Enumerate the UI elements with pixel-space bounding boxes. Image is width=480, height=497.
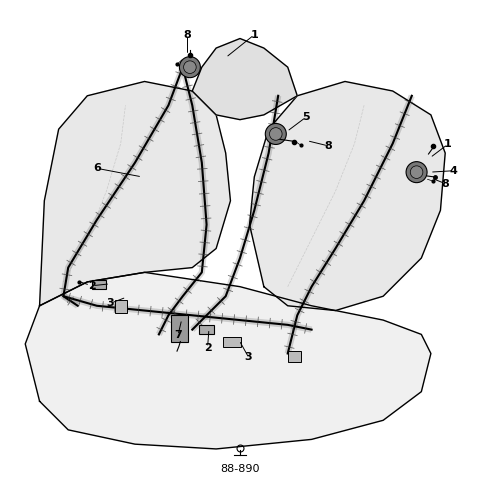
Text: 8: 8 (324, 141, 332, 151)
Circle shape (180, 57, 200, 78)
Bar (288, 351, 301, 362)
Bar (223, 337, 241, 347)
Text: 8: 8 (184, 30, 192, 40)
Circle shape (410, 166, 423, 178)
Bar (199, 325, 214, 334)
Bar (92, 279, 107, 289)
Bar (171, 315, 188, 341)
Bar (115, 300, 127, 313)
Text: 6: 6 (93, 164, 101, 173)
Polygon shape (192, 39, 297, 120)
Text: 2: 2 (204, 343, 211, 353)
Polygon shape (25, 272, 431, 449)
Polygon shape (39, 82, 230, 306)
Circle shape (183, 61, 196, 74)
Text: 88-890: 88-890 (220, 464, 260, 474)
Text: 5: 5 (302, 112, 310, 122)
Circle shape (265, 123, 286, 145)
Text: 8: 8 (441, 178, 449, 188)
Text: 4: 4 (450, 166, 458, 176)
Text: 7: 7 (174, 331, 182, 340)
Text: 1: 1 (444, 140, 452, 150)
Circle shape (406, 162, 427, 182)
Text: 3: 3 (245, 352, 252, 362)
Polygon shape (250, 82, 445, 311)
Text: 1: 1 (251, 30, 258, 40)
Text: 2: 2 (88, 281, 96, 291)
Circle shape (269, 128, 282, 140)
Text: 3: 3 (107, 298, 114, 308)
